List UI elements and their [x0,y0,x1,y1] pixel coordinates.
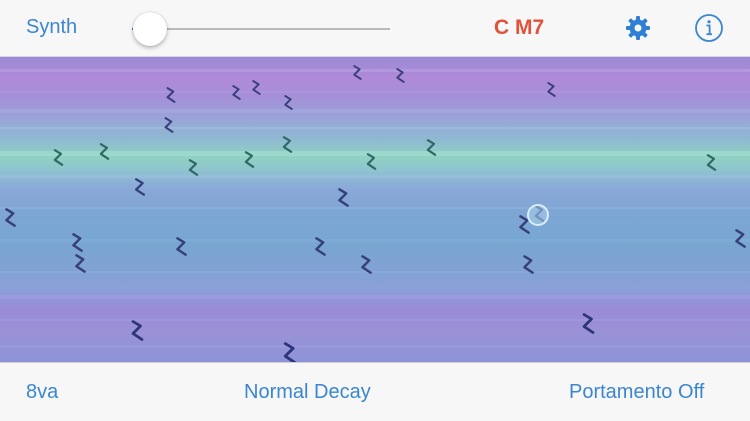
play-surface-background [0,57,750,362]
note-marker [174,237,189,256]
note-marker [129,320,146,341]
note-marker [281,136,294,153]
note-marker [352,65,363,80]
note-marker [365,153,378,170]
note-marker [359,255,374,274]
gear-icon[interactable] [624,14,652,42]
note-marker [251,80,262,95]
note-marker [313,237,328,256]
note-marker [425,139,438,156]
note-marker [395,68,406,83]
note-marker [521,255,536,274]
note-marker [3,208,18,227]
note-marker [580,313,597,334]
note-marker [163,117,175,133]
volume-slider[interactable] [132,12,392,46]
info-icon[interactable] [694,13,724,43]
note-marker [52,149,65,166]
portamento-button[interactable]: Portamento Off [569,381,705,403]
octave-button[interactable]: 8va [26,381,59,403]
bottom-toolbar: 8va Normal Decay Portamento Off [0,362,750,421]
play-surface[interactable] [0,57,750,362]
note-marker [733,229,748,248]
decay-button[interactable]: Normal Decay [244,381,371,403]
touch-indicator [527,204,549,226]
note-marker [133,178,147,196]
note-marker [705,154,718,171]
top-toolbar: Synth C M7 [0,0,750,57]
note-marker [165,87,177,103]
note-marker [283,95,294,110]
note-marker [517,215,532,234]
slider-track[interactable] [132,28,390,30]
chord-label: C M7 [494,16,545,39]
note-marker [243,151,256,168]
note-marker [546,82,557,97]
note-marker [73,254,88,273]
note-marker [336,188,351,207]
synth-button[interactable]: Synth [26,16,78,38]
note-marker [70,233,85,252]
note-marker [187,159,200,176]
note-marker [231,85,242,100]
note-marker [98,143,111,160]
note-marker [281,342,299,362]
slider-thumb[interactable] [133,12,167,46]
